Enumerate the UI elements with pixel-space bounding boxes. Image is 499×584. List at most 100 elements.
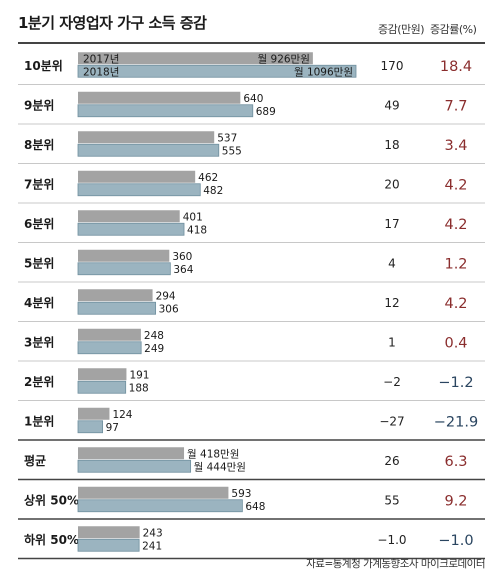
data-label-2017: 248 [144,330,164,342]
top-rule [18,42,485,44]
change-value: 49 [384,98,399,112]
rate-value: 18.4 [440,59,472,75]
category-label: 평균 [24,454,46,468]
change-value: −1.0 [377,533,406,547]
bar-2018 [77,222,185,236]
change-value: 17 [384,217,399,231]
bar-2018 [77,341,142,355]
bar-2017 [78,447,185,460]
bar-2017 [78,52,313,65]
change-value: 26 [384,454,399,468]
bar-2018 [77,420,104,434]
source-note: 자료=통계청 가계동향조사 마이크로데이터 [306,558,485,570]
bar-2017 [78,249,170,262]
rate-value: 4.2 [444,296,467,312]
data-label-2017: 401 [183,211,203,223]
data-label-2017: 월 418만원 [187,448,239,460]
change-column-header: 증감(만원) [378,23,425,36]
bar-2017 [78,91,241,104]
data-label-2018: 97 [106,422,119,434]
bar-2018 [77,262,171,276]
category-label: 6분위 [24,217,54,231]
data-label-2018: 689 [256,106,276,118]
bar-2017 [78,289,153,302]
data-label-2018: 241 [142,540,162,552]
data-label-2017: 462 [198,172,218,184]
data-label-2017: 537 [217,132,237,144]
rate-value: 1.2 [444,256,467,272]
rate-value: −21.9 [434,414,478,430]
data-label-2017: 640 [243,93,263,105]
rate-value: 6.3 [444,454,467,470]
bar-2017 [78,407,110,420]
category-label: 상위 50% [24,492,79,507]
bar-2017 [78,486,229,499]
bar-2018 [77,143,220,157]
data-label-2017: 593 [231,488,251,500]
data-label-2018: 364 [173,264,193,276]
rate-value: −1.0 [438,533,473,549]
change-value: 18 [384,138,399,152]
bar-2018 [77,301,157,315]
data-label-2018: 249 [144,343,164,355]
data-label-2018: 월 444만원 [194,461,246,473]
change-value: −27 [379,414,404,428]
data-label-2017: 124 [112,409,132,421]
category-label: 3분위 [24,335,54,349]
bar-2018 [77,64,357,78]
bar-2017 [78,210,180,223]
rate-column-header: 증감률(%) [430,23,477,36]
category-label: 2분위 [24,375,54,389]
category-label: 9분위 [24,98,54,112]
rate-value: 4.2 [444,177,467,193]
bar-2017 [78,131,215,144]
bar-2017 [78,526,140,539]
change-value: −2 [383,375,401,389]
category-label: 8분위 [24,138,54,152]
change-value: 20 [384,177,399,191]
bar-2018 [77,538,140,552]
rate-value: 3.4 [444,138,467,154]
data-label-2018: 306 [159,303,179,315]
legend-label-2017: 2017년 [83,53,119,65]
rate-value: 7.7 [444,98,467,114]
bar-2018 [77,183,201,197]
category-label: 10분위 [24,59,63,73]
data-label-2018: 188 [129,382,149,394]
data-label-2017: 월 926만원 [258,53,310,65]
data-label-2017: 243 [143,527,163,539]
category-label: 7분위 [24,177,54,191]
change-value: 55 [384,493,399,507]
rate-value: 4.2 [444,217,467,233]
rate-value: 0.4 [444,335,467,351]
bar-2018 [77,499,243,513]
rate-value: −1.2 [438,375,473,391]
data-label-2018: 월 1096만원 [294,66,353,78]
bar-2017 [78,170,196,183]
change-value: 12 [384,296,399,310]
bar-2017 [78,368,127,381]
category-label: 4분위 [24,296,54,310]
bar-2018 [77,459,192,473]
bar-2018 [77,380,127,394]
data-label-2018: 482 [203,185,223,197]
bar-2018 [77,104,254,118]
data-label-2018: 648 [245,501,265,513]
data-label-2017: 191 [129,369,149,381]
chart-title: 1분기 자영업자 가구 소득 증감 [18,14,207,32]
change-value: 4 [388,256,396,270]
data-label-2018: 555 [222,145,242,157]
change-value: 1 [388,335,396,349]
data-label-2017: 294 [156,290,176,302]
rate-value: 9.2 [444,493,467,509]
category-label: 5분위 [24,256,54,270]
legend-label-2018: 2018년 [83,66,119,78]
change-value: 170 [381,59,404,73]
category-label: 1분위 [24,414,54,428]
data-label-2018: 418 [187,224,207,236]
bar-2017 [78,328,141,341]
category-label: 하위 50% [24,532,79,547]
data-label-2017: 360 [172,251,192,263]
